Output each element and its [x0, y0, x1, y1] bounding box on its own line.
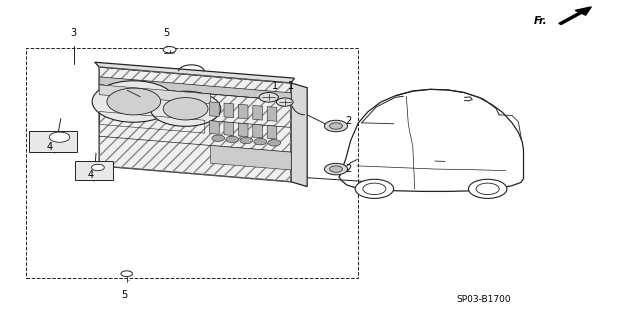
Circle shape [363, 183, 386, 195]
Polygon shape [239, 123, 248, 137]
Circle shape [92, 81, 175, 122]
Polygon shape [210, 102, 219, 116]
Polygon shape [291, 83, 307, 187]
Polygon shape [268, 125, 277, 139]
Circle shape [268, 140, 281, 146]
Text: Fr.: Fr. [534, 16, 548, 26]
Polygon shape [224, 122, 234, 136]
Text: 1: 1 [288, 81, 294, 91]
Circle shape [212, 135, 225, 141]
Polygon shape [239, 104, 248, 119]
Polygon shape [253, 106, 262, 120]
Circle shape [121, 271, 132, 277]
Text: 5: 5 [122, 290, 128, 300]
Circle shape [150, 91, 221, 126]
Polygon shape [253, 124, 262, 138]
Circle shape [324, 163, 348, 175]
Bar [75, 161, 113, 180]
Polygon shape [224, 103, 234, 118]
Circle shape [240, 137, 253, 144]
Circle shape [259, 93, 278, 102]
Text: 4: 4 [88, 170, 94, 181]
Text: 5: 5 [163, 28, 170, 39]
Circle shape [49, 132, 70, 142]
Circle shape [107, 88, 161, 115]
Circle shape [92, 164, 104, 171]
Text: 1: 1 [272, 81, 278, 91]
Polygon shape [99, 85, 211, 104]
Polygon shape [211, 145, 291, 170]
Polygon shape [268, 107, 277, 121]
Polygon shape [210, 121, 219, 134]
Text: 2: 2 [346, 116, 352, 126]
Circle shape [330, 123, 342, 129]
Text: 3: 3 [70, 28, 77, 39]
Circle shape [330, 166, 342, 172]
Circle shape [163, 47, 176, 53]
FancyArrow shape [559, 7, 591, 25]
Text: 4: 4 [46, 142, 52, 152]
Polygon shape [95, 62, 294, 83]
Circle shape [226, 136, 239, 143]
Bar [29, 131, 77, 152]
Circle shape [163, 98, 208, 120]
Circle shape [476, 183, 499, 195]
Circle shape [276, 98, 293, 106]
Text: 2: 2 [346, 164, 352, 174]
Circle shape [468, 179, 507, 198]
Circle shape [355, 179, 394, 198]
Circle shape [254, 138, 267, 145]
Polygon shape [99, 67, 291, 182]
Text: SP03-B1700: SP03-B1700 [456, 295, 511, 304]
Polygon shape [99, 77, 291, 101]
Circle shape [324, 120, 348, 132]
Bar [26, 48, 358, 278]
